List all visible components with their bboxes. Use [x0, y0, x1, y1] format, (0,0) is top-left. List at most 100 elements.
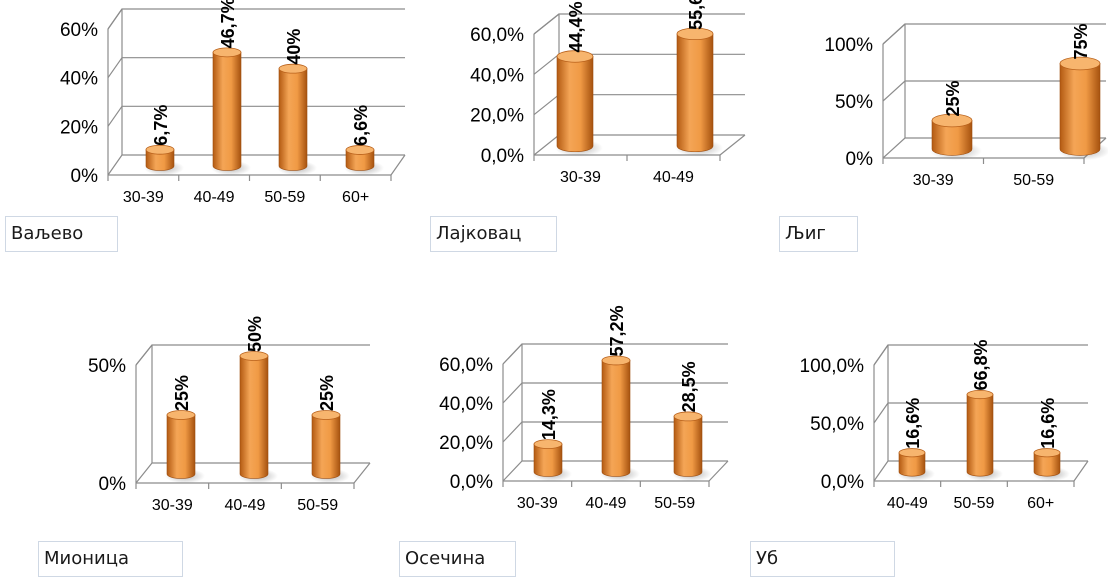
y-tick-label: 100,0%: [800, 356, 865, 377]
data-label: 6,6%: [351, 105, 371, 146]
bar-body: [676, 33, 714, 153]
data-label: 16,6%: [1038, 398, 1058, 449]
bar-top: [311, 410, 341, 420]
bar-top: [673, 411, 703, 422]
bar-body: [345, 149, 375, 171]
data-label: 50%: [245, 316, 265, 352]
bar-top: [345, 145, 375, 155]
data-label: 46,7%: [218, 0, 238, 48]
data-label: 40%: [284, 29, 304, 65]
x-tick-label: 40-49: [887, 495, 928, 512]
chart-5: 0,0% 20,0% 40,0% 60,0% 14,3% 30-39 57,2% 40-49 2…: [439, 305, 729, 512]
data-label: 57,2%: [607, 305, 627, 356]
y-tick-label: 40%: [60, 69, 98, 90]
x-tick-label: 40-49: [586, 495, 627, 512]
bar-top: [166, 410, 196, 420]
x-tick-label: 50-59: [297, 497, 338, 514]
bar-top: [1059, 56, 1101, 71]
gridline: [502, 460, 728, 482]
floor-right-edge: [719, 134, 746, 156]
gridline: [502, 382, 728, 404]
data-label: 44,4%: [566, 1, 586, 52]
region-label-lajkovac: Лајковац: [430, 216, 557, 252]
data-label: 55,6%: [686, 0, 706, 30]
y-tick-label: 100%: [824, 35, 873, 56]
data-label: 25%: [317, 375, 337, 411]
gridline: [533, 13, 745, 35]
bar-50-59: [965, 389, 1003, 482]
y-tick-label: 0,0%: [821, 472, 864, 493]
bar-top: [212, 47, 242, 58]
bar-body: [966, 394, 994, 477]
bar-body: [673, 416, 703, 477]
y-tick-label: 40,0%: [439, 394, 493, 415]
bar-50-59: [672, 411, 712, 482]
gridline: [873, 402, 1088, 424]
bar-body: [1059, 63, 1101, 156]
bar-body: [311, 414, 341, 479]
data-label: 75%: [1071, 23, 1091, 59]
data-label: 25%: [172, 375, 192, 411]
x-tick-label: 50-59: [654, 495, 695, 512]
x-tick-label: 60+: [1027, 495, 1054, 512]
bar-30-39: [144, 144, 184, 176]
bar-top: [239, 351, 269, 361]
bar-60+: [344, 145, 384, 176]
bar-top: [966, 389, 994, 400]
chart-1: 0% 20% 40% 60% 6,7% 30-39 46,7% 40-49 40% 50-59 6,…: [60, 0, 406, 206]
bar-30-39: [165, 410, 205, 484]
bar-50-59: [277, 63, 317, 176]
bar-body: [898, 452, 926, 477]
floor-right-edge: [353, 462, 371, 484]
x-tick-label: 40-49: [653, 169, 694, 186]
gridline: [502, 421, 728, 443]
bar-top: [898, 448, 926, 458]
y-tick-label: 50%: [835, 92, 873, 113]
x-tick-label: 30-39: [123, 189, 164, 206]
chart-2: 0,0% 20,0% 40,0% 60,0% 44,4% 30-39 55,6% 40-49: [470, 0, 746, 186]
y-tick-label: 0,0%: [481, 146, 524, 167]
data-label: 14,3%: [539, 389, 559, 440]
gridline: [873, 344, 1088, 366]
bar-body: [1033, 452, 1061, 477]
gridline: [882, 80, 1106, 102]
bar-top: [601, 355, 631, 366]
bar-top: [676, 27, 714, 41]
floor-right-edge: [1073, 460, 1089, 482]
y-tick-label: 40,0%: [470, 65, 524, 86]
y-tick-label: 20,0%: [439, 433, 493, 454]
x-tick-label: 30-39: [152, 497, 193, 514]
x-tick-label: 30-39: [517, 495, 558, 512]
bar-top: [278, 63, 308, 74]
data-label: 28,5%: [679, 361, 699, 412]
bar-40-49: [600, 355, 640, 482]
x-tick-label: 40-49: [194, 189, 235, 206]
data-label: 25%: [943, 80, 963, 116]
region-label-ljig: Љиг: [779, 216, 858, 252]
y-tick-label: 0%: [99, 474, 127, 495]
gridline: [873, 460, 1088, 482]
bar-40-49: [675, 27, 723, 157]
region-label-mionica: Мионица: [38, 541, 183, 577]
gridline: [135, 462, 370, 484]
x-tick-label: 30-39: [560, 169, 601, 186]
bar-40-49: [238, 351, 278, 484]
bar-top: [145, 144, 175, 155]
bar-body: [601, 360, 631, 477]
y-tick-label: 0%: [846, 149, 874, 170]
x-tick-label: 50-59: [954, 495, 995, 512]
y-tick-label: 50%: [88, 356, 126, 377]
bar-top: [533, 439, 563, 449]
y-tick-label: 60%: [60, 20, 98, 41]
plot-area: [108, 9, 405, 175]
region-label-osecina: Осечина: [399, 541, 516, 577]
bar-30-39: [532, 439, 572, 482]
gridline: [882, 137, 1106, 159]
y-tick-label: 60,0%: [470, 25, 524, 46]
chart-3: 0% 50% 100% 25% 30-39 75% 50-59: [824, 23, 1108, 189]
region-label-valjevo: Ваљево: [5, 216, 118, 252]
bar-body: [931, 120, 973, 156]
bar-body: [212, 52, 242, 171]
bar-top: [931, 113, 973, 128]
chart-4: 0% 50% 25% 30-39 50% 40-49 25% 50-59: [88, 316, 371, 514]
